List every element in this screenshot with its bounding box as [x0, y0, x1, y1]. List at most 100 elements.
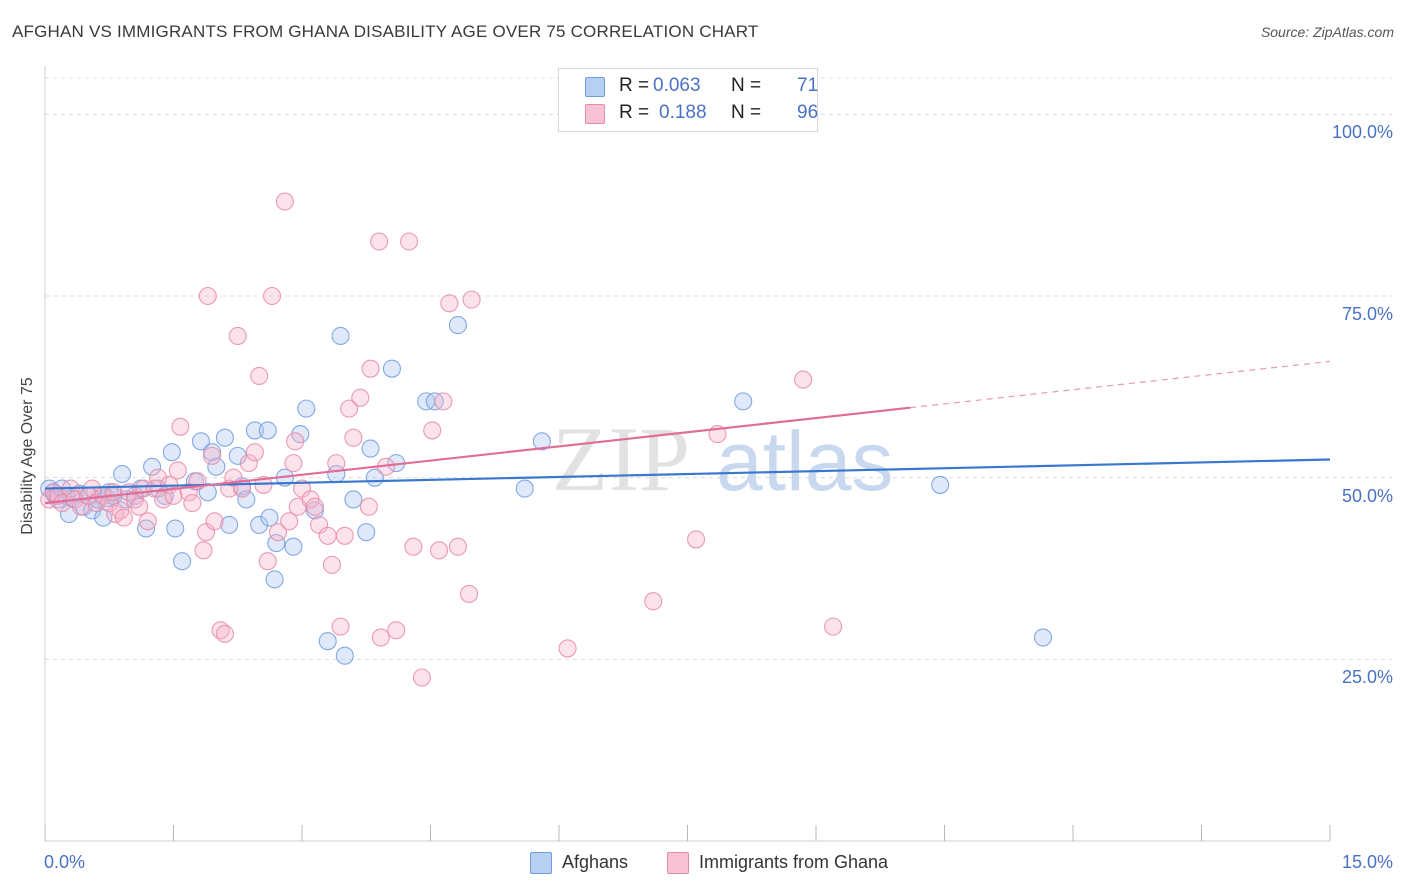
ghana-point	[130, 497, 149, 516]
ghana-point	[275, 192, 294, 211]
ghana-point	[351, 388, 370, 407]
watermark-zip: ZIP	[552, 408, 690, 510]
ghana-point	[228, 326, 247, 346]
ghana-point	[558, 639, 577, 658]
legend-n-label: N =	[731, 75, 762, 96]
ghana-point	[262, 286, 282, 306]
watermark-atlas: atlas	[716, 414, 893, 508]
afghans-point	[245, 421, 264, 440]
afghans-point	[260, 508, 279, 527]
ghana-point	[371, 628, 390, 647]
afghans-trend-line	[44, 458, 1331, 490]
afghans-point	[113, 464, 132, 484]
ghana-point	[164, 486, 183, 505]
data-points	[40, 105, 1053, 687]
afghans-point	[191, 432, 210, 451]
ghana-point	[100, 494, 119, 513]
legend-n-label: N =	[731, 102, 762, 123]
afghans-point	[173, 552, 192, 571]
afghans-point	[297, 399, 316, 418]
ghana-point	[359, 497, 378, 516]
ghana-point	[280, 512, 299, 531]
afghans-point	[931, 475, 950, 494]
ghana-point	[462, 290, 481, 309]
afghans-point	[143, 457, 162, 476]
afghans-point	[166, 519, 185, 538]
legend-r-value: 0.063	[653, 75, 701, 96]
ghana-point	[794, 370, 813, 389]
ghana-point	[250, 366, 269, 385]
ghana-point	[194, 541, 213, 560]
x-tick-label: 0.0%	[44, 852, 86, 872]
ghana-point	[114, 508, 133, 527]
y-tick-label: 75.0%	[1341, 304, 1393, 324]
afghans-point	[162, 443, 181, 462]
afghans-point	[335, 646, 354, 665]
ghana-point	[440, 294, 459, 313]
afghans-point	[207, 457, 226, 476]
ghana-point	[258, 552, 277, 571]
afghans-point	[265, 570, 284, 589]
ghana-point	[198, 286, 217, 306]
afghans-point	[331, 326, 350, 346]
ghana-point	[335, 526, 354, 545]
ghana-point	[171, 417, 190, 436]
ghana-point	[318, 526, 337, 545]
ghana-point	[434, 392, 453, 411]
legend-r-label: R =	[619, 75, 650, 96]
watermark: ZIP atlas	[552, 408, 893, 510]
correlation-legend: R = 0.063 N = 71 R = 0.188 N = 96	[558, 68, 818, 132]
ghana-point	[370, 232, 389, 251]
source-label: Source: ZipAtlas.com	[1260, 24, 1394, 40]
ghana-point	[268, 523, 288, 542]
afghans-point	[448, 316, 467, 335]
afghans-point	[734, 392, 753, 411]
ghana-point	[284, 454, 303, 473]
afghans-point	[361, 439, 380, 458]
afghans-point	[532, 432, 551, 451]
ghana-point	[322, 555, 342, 574]
y-tick-label: 25.0%	[1341, 667, 1393, 688]
ghana-point	[400, 232, 419, 251]
ghana-point	[305, 497, 324, 516]
y-tick-label: 50.0%	[1341, 485, 1393, 506]
afghans-point	[344, 490, 363, 509]
afghans-point	[215, 428, 234, 447]
ghana-point	[412, 668, 431, 687]
ghana-point	[361, 359, 380, 378]
chart-title: AFGHAN VS IMMIGRANTS FROM GHANA DISABILI…	[12, 22, 759, 41]
ghana-point	[687, 530, 706, 549]
ghana-point	[423, 421, 442, 440]
afghans-point	[258, 421, 277, 440]
legend-swatch-afghans	[585, 77, 605, 97]
afghans-point	[137, 519, 156, 538]
legend-swatch-ghana	[585, 104, 605, 124]
ghana-point	[183, 494, 202, 513]
ghana-point	[824, 617, 843, 636]
ghana-point	[340, 399, 359, 418]
afghans-point	[237, 490, 256, 509]
ghana-point	[331, 617, 350, 636]
afghans-point	[250, 515, 269, 534]
afghans-point	[357, 523, 376, 542]
legend-r-value: 0.188	[659, 102, 707, 123]
grid-lines	[45, 77, 1392, 660]
afghans-point	[515, 479, 534, 498]
ghana-point	[239, 454, 258, 473]
ghana-point	[404, 537, 423, 556]
ghana-point	[205, 512, 224, 531]
ghana-point	[254, 475, 273, 494]
ghana-point	[644, 592, 663, 611]
ghana-trend-line-extension	[910, 360, 1331, 409]
afghans-point	[220, 515, 239, 534]
afghans-point	[1033, 628, 1053, 647]
ghana-point	[203, 446, 222, 465]
ghana-point	[327, 454, 346, 473]
y-tick-label: 100.0%	[1331, 122, 1393, 143]
ghana-point	[245, 443, 264, 462]
legend-n-value: 96	[797, 102, 819, 123]
legend-r-label: R =	[619, 102, 650, 123]
ghana-point	[387, 621, 406, 640]
ghana-point	[215, 624, 234, 643]
